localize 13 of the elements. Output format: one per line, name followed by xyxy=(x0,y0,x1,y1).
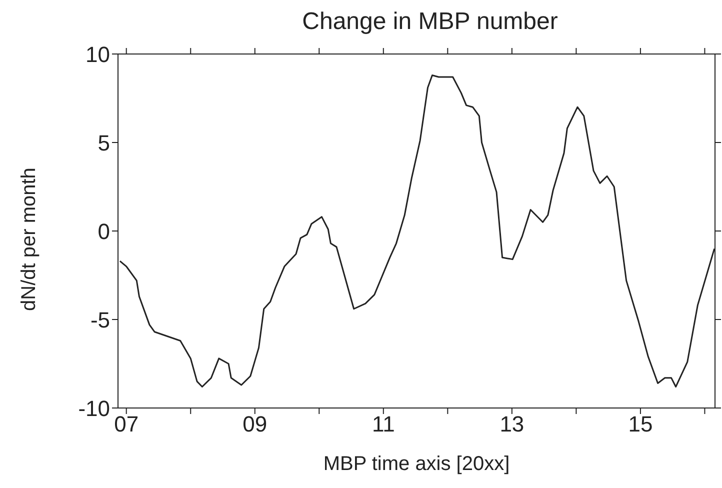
x-tick-label: 07 xyxy=(114,412,139,437)
y-tick-label: -5 xyxy=(90,307,110,332)
x-axis-title: MBP time axis [20xx] xyxy=(323,453,510,475)
y-tick-label: 0 xyxy=(98,218,110,244)
y-tick-label: 5 xyxy=(98,130,110,156)
x-tick-label: 13 xyxy=(500,412,524,437)
chart-title: Change in MBP number xyxy=(301,8,559,36)
x-tick-label: 09 xyxy=(242,412,268,437)
y-axis-title: dN/dt per month xyxy=(18,168,40,311)
y-tick-label: 10 xyxy=(86,42,110,67)
x-tick-label: 11 xyxy=(372,412,395,437)
x-tick-label: 15 xyxy=(628,412,653,437)
y-tick-label: -10 xyxy=(78,396,110,421)
